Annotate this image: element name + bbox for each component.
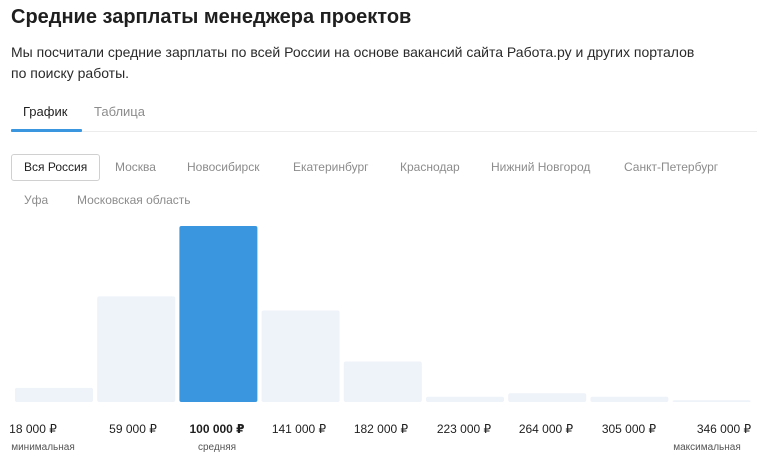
region-chip-yekaterinburg[interactable]: Екатеринбург (293, 160, 369, 174)
region-chip-krasnodar[interactable]: Краснодар (400, 160, 460, 174)
view-tabs: График Таблица (11, 98, 757, 132)
region-chip-nizhny-novgorod[interactable]: Нижний Новгород (491, 160, 591, 174)
page-title: Средние зарплаты менеджера проектов (11, 6, 412, 28)
bar[interactable] (261, 310, 340, 402)
bar[interactable] (97, 296, 176, 402)
bar[interactable] (343, 361, 422, 402)
x-tick-label: 59 000 ₽ (109, 422, 157, 436)
x-sublabel: максимальная (673, 442, 741, 453)
region-chip-moscow[interactable]: Москва (115, 160, 156, 174)
bar[interactable] (672, 400, 751, 402)
region-chip-novosibirsk[interactable]: Новосибирск (187, 160, 260, 174)
x-sublabel: минимальная (11, 442, 75, 453)
bar-average[interactable] (179, 226, 258, 402)
x-tick-label: 305 000 ₽ (601, 422, 657, 436)
region-chip-all-russia[interactable]: Вся Россия (11, 154, 101, 181)
x-tick-label: 346 000 ₽ (696, 422, 752, 436)
salary-histogram (15, 226, 751, 402)
tab-chart[interactable]: График (23, 104, 68, 119)
region-chip-moscow-oblast[interactable]: Московская область (77, 193, 191, 207)
region-chip-saint-petersburg[interactable]: Санкт-Петербург (624, 160, 719, 174)
active-tab-indicator (11, 129, 82, 132)
bar[interactable] (15, 387, 93, 402)
region-chip-ufa[interactable]: Уфа (24, 193, 49, 207)
bar[interactable] (426, 396, 504, 402)
x-tick-label: 223 000 ₽ (436, 422, 492, 436)
x-tick-label: 141 000 ₽ (271, 422, 327, 436)
x-sublabel: средняя (197, 442, 237, 453)
x-tick-label: 100 000 ₽ (189, 422, 245, 436)
bar[interactable] (590, 396, 669, 402)
bar[interactable] (508, 393, 587, 402)
tab-table[interactable]: Таблица (94, 104, 145, 119)
page-description: Мы посчитали средние зарплаты по всей Ро… (11, 44, 695, 81)
x-tick-label: 18 000 ₽ (9, 422, 57, 436)
x-tick-label: 264 000 ₽ (518, 422, 574, 436)
x-tick-label: 182 000 ₽ (353, 422, 409, 436)
